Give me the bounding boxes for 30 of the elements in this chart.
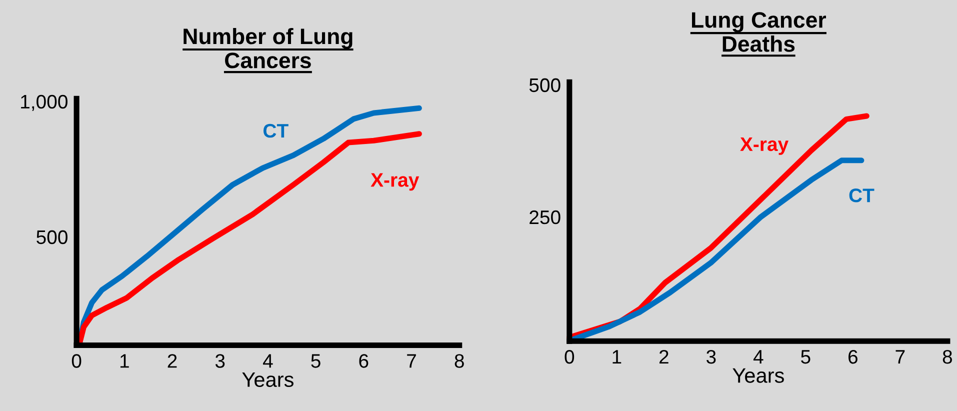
series-label: CT xyxy=(849,188,874,202)
x-tick-label: 5 xyxy=(311,354,320,368)
x-axis-title: Years xyxy=(242,372,294,387)
x-tick-label: 2 xyxy=(659,350,668,364)
x-tick-label: 1 xyxy=(612,350,622,364)
x-tick-label: 3 xyxy=(215,354,225,368)
x-tick-label: 6 xyxy=(848,350,858,364)
x-tick-label: 7 xyxy=(896,350,905,364)
chart-title: Lung Cancer Deaths xyxy=(692,12,826,52)
series-label: X-ray xyxy=(740,138,788,155)
y-tick-label: 500 xyxy=(36,230,68,244)
series-label: X-ray xyxy=(370,173,420,191)
chart-title: Number of Lung Cancers xyxy=(184,28,352,68)
x-tick-label: 8 xyxy=(942,350,952,364)
x-tick-label: 3 xyxy=(706,350,716,364)
series-label: CT xyxy=(263,124,288,138)
x-tick-label: 4 xyxy=(753,350,764,364)
x-tick-label: 1 xyxy=(120,354,129,368)
x-tick-label: 0 xyxy=(564,350,574,364)
x-tick-label: 5 xyxy=(801,350,810,364)
x-tick-label: 4 xyxy=(263,354,273,368)
y-tick-label: 250 xyxy=(530,210,560,224)
x-tick-label: 8 xyxy=(454,354,464,368)
x-tick-label: 6 xyxy=(359,354,368,368)
x-axis-title: Years xyxy=(732,368,784,383)
x-tick-label: 7 xyxy=(407,354,416,368)
x-tick-label: 2 xyxy=(168,354,177,368)
x-tick-label: 0 xyxy=(72,354,82,368)
y-tick-label: 1,000 xyxy=(21,94,68,111)
y-tick-label: 500 xyxy=(529,78,560,92)
